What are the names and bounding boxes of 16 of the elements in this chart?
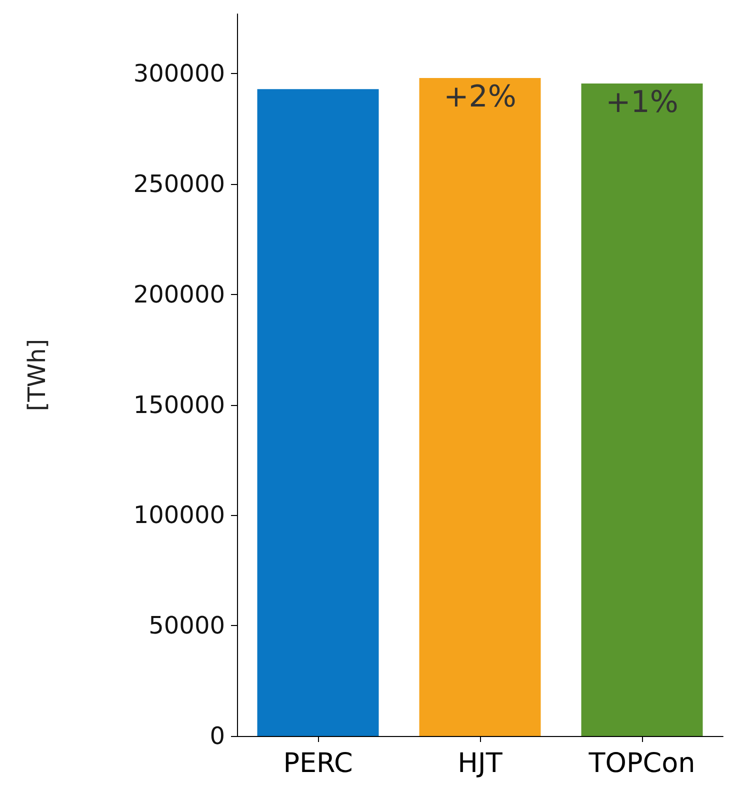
- y-tick-label: 200000: [133, 280, 225, 308]
- bar: [257, 89, 379, 736]
- annotation: +2%: [444, 80, 516, 115]
- x-tick-label: TOPCon: [588, 748, 696, 779]
- bar: [419, 78, 541, 736]
- y-tick-label: 300000: [133, 60, 225, 88]
- bar: [581, 84, 703, 736]
- x-tick-label: PERC: [283, 748, 353, 779]
- annotation: +1%: [606, 85, 678, 120]
- x-tick-label: HJT: [458, 748, 503, 779]
- y-tick-label: 50000: [148, 612, 225, 640]
- y-axis-title: [TWh]: [23, 338, 51, 412]
- y-tick-label: 150000: [133, 390, 225, 419]
- y-tick-label: 100000: [133, 501, 225, 530]
- y-tick-label: 250000: [133, 170, 225, 198]
- y-tick-label: 0: [210, 722, 225, 750]
